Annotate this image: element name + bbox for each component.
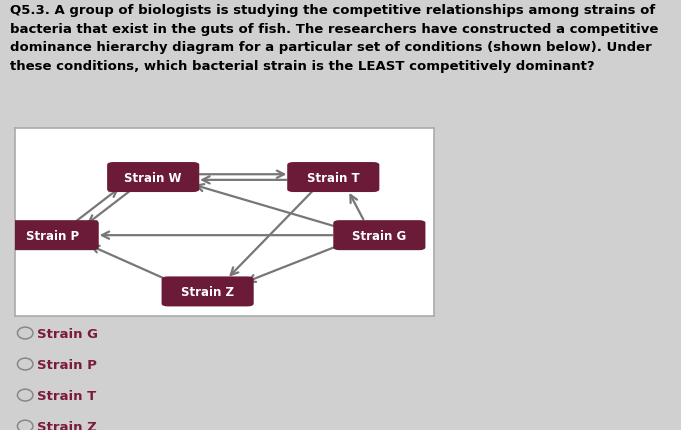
Text: Strain T: Strain T [307, 171, 360, 184]
Text: Strain G: Strain G [352, 229, 407, 242]
Text: Strain Z: Strain Z [181, 285, 234, 298]
FancyBboxPatch shape [107, 163, 200, 193]
Text: Strain G: Strain G [37, 327, 98, 340]
Text: Strain W: Strain W [125, 171, 182, 184]
Text: Strain Z: Strain Z [37, 420, 97, 430]
Text: Strain P: Strain P [26, 229, 79, 242]
FancyBboxPatch shape [161, 277, 254, 307]
Text: Q5.3. A group of biologists is studying the competitive relationships among stra: Q5.3. A group of biologists is studying … [10, 4, 659, 73]
Text: Strain P: Strain P [37, 358, 97, 371]
FancyBboxPatch shape [7, 221, 99, 251]
Text: Strain T: Strain T [37, 389, 96, 402]
FancyBboxPatch shape [333, 221, 426, 251]
FancyBboxPatch shape [287, 163, 379, 193]
